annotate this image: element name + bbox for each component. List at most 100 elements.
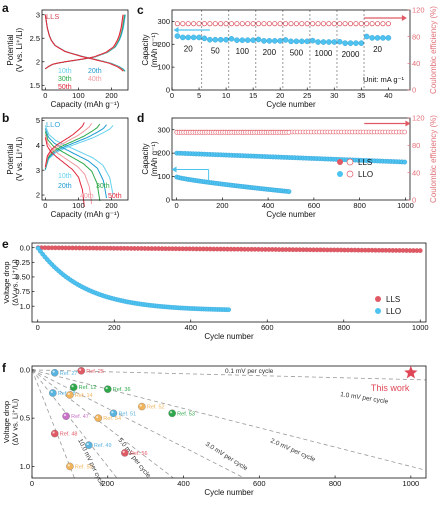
reference-label: Ref. 49 [94, 443, 112, 449]
x-tick-label: 15 [249, 91, 257, 100]
ce-point [180, 21, 186, 27]
capacity-point [374, 35, 381, 41]
capacity-point [201, 35, 208, 42]
panel-label-d: d [137, 111, 144, 125]
capacity-point [239, 37, 246, 43]
y-axis-label: Voltage drop(ΔV vs. Li⁺/Li) [2, 398, 20, 445]
y-axis-label-line: Potential [6, 143, 15, 174]
profile-curve-40th [45, 14, 125, 70]
x-tick-label: 400 [177, 479, 190, 488]
y-axis-label-line: (V vs. Li⁺/Li) [15, 28, 24, 73]
panel-label-b: b [2, 111, 9, 125]
y-tick-label: 0.5 [20, 414, 30, 423]
y-axis-label: Potential(V vs. Li⁺/Li) [6, 28, 24, 73]
y-axis-label-line: (mAh g⁻¹) [150, 141, 159, 177]
ce-point [261, 21, 267, 27]
x-tick-label: 25 [303, 91, 311, 100]
panel-e: e 0 200 400 600 800 1000 0.0 0.25 0.50 0.75 1.0 LLS L… [2, 237, 429, 341]
reference-label: Ref. 54 [103, 416, 121, 422]
rate-label: 500 [290, 48, 304, 57]
capacity-point-LLO [286, 189, 292, 194]
ce-point [239, 21, 245, 27]
rate-lines [32, 369, 426, 478]
reference-point [50, 369, 59, 377]
y-axis-label: Capacity(mAh g⁻¹) [141, 141, 159, 177]
legend-label: LLO [386, 307, 401, 316]
y-right-tick-label: 120 [412, 114, 425, 123]
panel-a: a 0 100 200 1.5 2 2.5 3 LLS 10th 20th 30th 40th 50th C… [2, 1, 129, 109]
ce-point [207, 21, 213, 27]
capacity-point-LLS [402, 159, 408, 165]
capacity-point [326, 39, 332, 45]
y-tick-label: 1.5 [30, 81, 40, 90]
rate-line-label: 3.0 mV per cycle [204, 441, 249, 473]
capacity-point [380, 35, 386, 41]
plot-frame [41, 117, 129, 201]
ce-point [337, 21, 343, 27]
y-tick-label: 200 [157, 149, 170, 158]
ce-point [304, 21, 310, 27]
y-right-tick-label: 0 [412, 86, 416, 95]
reference-point [77, 367, 86, 375]
reference-label: Ref. 14 [75, 393, 93, 399]
capacity-point [363, 33, 370, 40]
y-tick-label: 5 [36, 116, 40, 125]
reference-label: Ref. 51 [118, 411, 136, 417]
reference-point-highlight [105, 386, 108, 390]
capacity-point [190, 34, 197, 41]
y-axis-label-line: Potential [6, 34, 15, 65]
reference-point [66, 391, 74, 399]
x-tick-label: 600 [308, 201, 321, 210]
arrow-head [173, 27, 179, 33]
ce-point [245, 21, 251, 27]
reference-label: Ref. 25 [86, 369, 104, 375]
y-tick-label: 100 [157, 172, 170, 181]
ce-point [380, 21, 386, 27]
reference-point [66, 462, 74, 471]
y-tick-label: 100 [157, 63, 170, 72]
legend-label: LLO [358, 170, 373, 179]
reference-point [69, 383, 78, 391]
ce-point [218, 21, 224, 27]
reference-point-highlight [52, 431, 55, 434]
y-axis-label: Capacity(mAh g⁻¹) [141, 32, 159, 68]
rate-line [32, 369, 426, 471]
y-tick-label: 2.5 [30, 34, 40, 43]
ce-point [293, 21, 300, 27]
capacity-point [261, 38, 267, 44]
y-tick-label: 3 [36, 166, 40, 175]
reference-point [85, 441, 93, 449]
reference-label: Ref. 56 [130, 451, 148, 457]
rate-label: 20 [184, 44, 193, 53]
capacity-point [266, 38, 273, 44]
capacity-point [336, 38, 343, 45]
x-tick-label: 200 [105, 91, 118, 100]
reference-point-highlight [52, 370, 55, 373]
series-label: 30th [96, 183, 110, 190]
x-tick-label: 200 [105, 201, 118, 210]
reference-point-highlight [122, 450, 125, 453]
profile-curve-10th [44, 125, 114, 196]
reference-point [50, 429, 59, 438]
y-tick-label: 1.0 [20, 302, 30, 311]
ce-point [228, 21, 235, 27]
ce-point [315, 21, 321, 27]
y-right-tick-label: 0 [412, 196, 416, 205]
reference-label: Ref. 50 [75, 464, 93, 470]
ce-point [374, 21, 381, 27]
panel-label-f: f [2, 361, 7, 375]
ce-point [266, 21, 272, 27]
y-axis-label-line: (ΔV vs. Li⁺/Li) [11, 259, 20, 306]
legend-marker [337, 159, 343, 165]
reference-label: Ref. 27 [60, 371, 78, 377]
panel-label-e: e [2, 237, 9, 251]
x-axis-label: Capacity (mAh g⁻¹) [51, 100, 120, 109]
x-tick-label: 200 [216, 201, 229, 210]
x-tick-label: 200 [102, 479, 115, 488]
ce-point [369, 21, 375, 27]
rate-line [32, 369, 75, 478]
capacity-point [277, 38, 283, 44]
y-tick-label: 0.0 [20, 365, 30, 374]
